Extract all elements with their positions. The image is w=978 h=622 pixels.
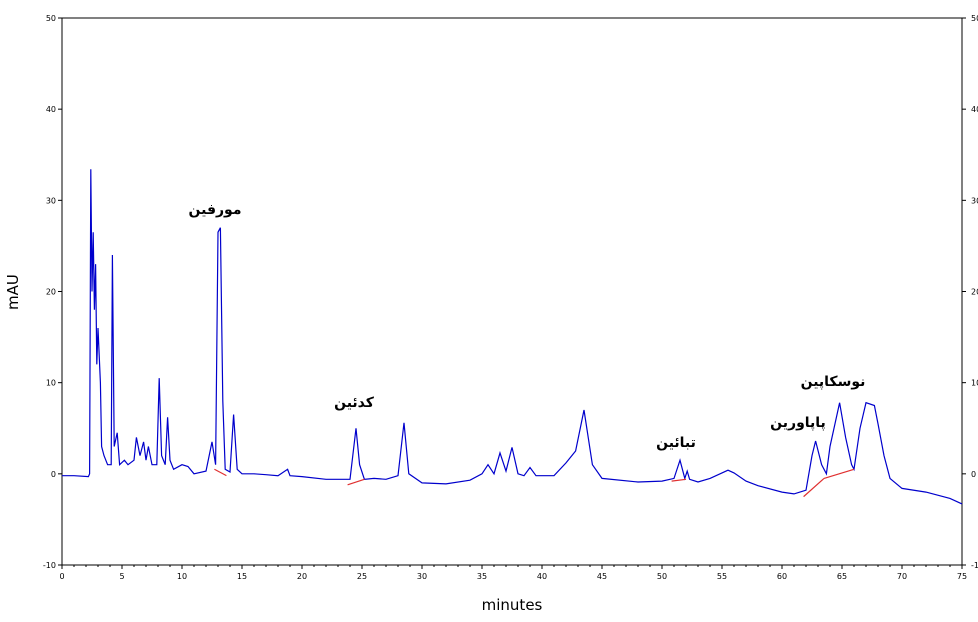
trace bbox=[62, 169, 963, 505]
y-tick-label: 50 bbox=[46, 14, 56, 23]
y-tick-label: 30 bbox=[46, 196, 56, 205]
integration-baseline bbox=[671, 478, 687, 482]
x-tick-label: 50 bbox=[657, 572, 667, 581]
y2-tick-label: -10 bbox=[971, 561, 978, 570]
x-tick-label: 30 bbox=[417, 572, 427, 581]
x-tick-label: 55 bbox=[717, 572, 727, 581]
y2-tick-label: 10 bbox=[971, 379, 978, 388]
y2-tick-label: 40 bbox=[971, 105, 978, 114]
y-tick-label: -10 bbox=[43, 561, 56, 570]
peak-annotation: تبائین bbox=[656, 435, 696, 451]
x-tick-label: 65 bbox=[837, 572, 847, 581]
x-tick-label: 60 bbox=[777, 572, 787, 581]
integration-baseline bbox=[823, 468, 855, 479]
x-tick-label: 20 bbox=[297, 572, 307, 581]
integration-baseline bbox=[803, 477, 825, 498]
integration-baseline bbox=[214, 468, 227, 477]
peak-annotation: مورفین bbox=[189, 202, 242, 218]
y-tick-label: 40 bbox=[46, 105, 56, 114]
x-tick-label: 35 bbox=[477, 572, 487, 581]
y2-tick-label: 0 bbox=[971, 470, 976, 479]
plot-frame bbox=[61, 17, 963, 566]
x-tick-label: 45 bbox=[597, 572, 607, 581]
x-tick-label: 25 bbox=[357, 572, 367, 581]
x-tick-label: 5 bbox=[119, 572, 124, 581]
y-tick-label: 10 bbox=[46, 379, 56, 388]
y2-tick-label: 20 bbox=[971, 288, 978, 297]
peak-annotation: نوسکاپین bbox=[801, 374, 866, 390]
peak-annotation: پاپاورین bbox=[770, 415, 826, 431]
x-tick-label: 10 bbox=[177, 572, 187, 581]
y-tick-label: 0 bbox=[51, 470, 56, 479]
x-tick-label: 15 bbox=[237, 572, 247, 581]
x-axis-label: minutes bbox=[482, 596, 543, 614]
x-tick-label: 70 bbox=[897, 572, 907, 581]
y-axis-label: mAU bbox=[4, 274, 22, 310]
y2-tick-label: 50 bbox=[971, 14, 978, 23]
integration-baseline bbox=[347, 478, 365, 486]
x-tick-label: 0 bbox=[59, 572, 64, 581]
x-tick-label: 40 bbox=[537, 572, 547, 581]
y2-tick-label: 30 bbox=[971, 196, 978, 205]
y-tick-label: 20 bbox=[46, 288, 56, 297]
peak-annotation: کدئین bbox=[334, 395, 375, 411]
x-tick-label: 75 bbox=[957, 572, 967, 581]
